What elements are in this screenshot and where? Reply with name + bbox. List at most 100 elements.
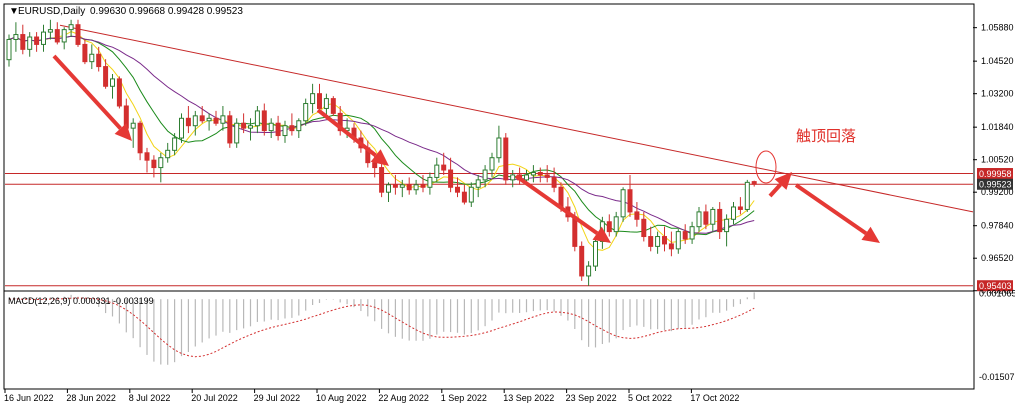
candle-body bbox=[572, 216, 578, 247]
macd-histogram bbox=[15, 292, 755, 365]
time-tick-label: 10 Aug 2022 bbox=[316, 393, 367, 403]
candle-body bbox=[241, 122, 247, 129]
mid-ma bbox=[8, 35, 755, 236]
candle-body bbox=[558, 186, 564, 208]
arrow-drop-1-shaft bbox=[52, 54, 122, 130]
touch-circle bbox=[755, 150, 777, 184]
macd-signal-line bbox=[8, 297, 755, 358]
trendline-main bbox=[59, 24, 974, 213]
arrow-drop-2-head bbox=[370, 149, 389, 166]
candle-body bbox=[689, 226, 695, 240]
candle-body bbox=[420, 184, 426, 188]
candle-body bbox=[489, 157, 495, 171]
price-tick-label: 1.01840 bbox=[981, 122, 1014, 132]
candle-body bbox=[227, 115, 233, 144]
annotation-text: 触顶回落 bbox=[796, 127, 856, 145]
chart-ohlc: 0.99630 0.99668 0.99428 0.99523 bbox=[90, 6, 243, 17]
candle-body bbox=[199, 115, 205, 122]
time-axis[interactable]: 16 Jun 2022 28 Jun 2022 8 Jul 2022 20 Jul 2… bbox=[4, 389, 739, 403]
candle-body bbox=[310, 93, 316, 105]
price-tick-label: 0.99200 bbox=[981, 187, 1014, 197]
candle-body bbox=[496, 137, 502, 159]
candle-body bbox=[468, 186, 474, 203]
candle-body bbox=[254, 110, 260, 127]
candle-body bbox=[103, 66, 109, 87]
candle-body bbox=[296, 120, 302, 132]
candle-body bbox=[413, 184, 419, 191]
macd-label: MACD(12,26,9) 0.000331 -0.003199 bbox=[8, 296, 154, 306]
candle-body bbox=[185, 117, 191, 127]
candle-body bbox=[668, 243, 674, 250]
time-tick-label: 22 Aug 2022 bbox=[378, 393, 429, 403]
price-tick-label: 1.05880 bbox=[981, 23, 1014, 33]
arrow-rise-head bbox=[774, 172, 792, 190]
candle-body bbox=[75, 24, 81, 45]
candle-body bbox=[524, 174, 529, 181]
candle-body bbox=[96, 53, 102, 68]
candle-body bbox=[89, 53, 95, 63]
candle-body bbox=[613, 216, 619, 233]
candle-body bbox=[461, 191, 467, 203]
candle-body bbox=[655, 236, 661, 247]
candle-body bbox=[158, 157, 164, 169]
candle-body bbox=[593, 240, 598, 267]
candle-body bbox=[82, 43, 88, 63]
candle-body bbox=[434, 164, 440, 178]
candle-body bbox=[399, 184, 405, 188]
candle-body bbox=[317, 93, 322, 109]
macd-axis: 0.001065 -0.01507 bbox=[979, 289, 1015, 382]
candle-body bbox=[330, 98, 336, 114]
candle-body bbox=[13, 34, 19, 40]
candle-body bbox=[282, 125, 288, 137]
candle-body bbox=[530, 171, 536, 176]
price-tag-label: 0.95403 bbox=[979, 281, 1012, 291]
candle-body bbox=[482, 169, 488, 181]
candle-body bbox=[192, 115, 198, 127]
price-tick-label: 0.97840 bbox=[981, 221, 1014, 231]
candle-body bbox=[68, 24, 74, 31]
candle-body bbox=[151, 159, 157, 169]
time-tick-label: 17 Oct 2022 bbox=[690, 393, 739, 403]
candle-body bbox=[386, 184, 391, 193]
horizontal-levels[interactable] bbox=[5, 173, 973, 287]
candle-body bbox=[372, 162, 378, 169]
time-tick-label: 8 Jul 2022 bbox=[129, 393, 171, 403]
chart-symbol: EURUSD,Daily bbox=[18, 6, 85, 17]
time-tick-label: 5 Oct 2022 bbox=[628, 393, 672, 403]
candle-body bbox=[289, 125, 295, 132]
price-axis[interactable]: 1.05880 1.04520 1.03200 1.01840 1.00520 0.992… bbox=[973, 23, 1014, 296]
candle-body bbox=[503, 137, 509, 181]
annotation-arrows bbox=[52, 54, 880, 243]
arrow-rise-shaft bbox=[768, 183, 782, 198]
candle-body bbox=[710, 208, 716, 225]
candle-body bbox=[34, 36, 40, 45]
candle-body bbox=[144, 152, 150, 161]
candle-body bbox=[641, 218, 647, 238]
price-tick-label: 1.04520 bbox=[981, 56, 1014, 66]
candle-body bbox=[130, 122, 136, 129]
price-tag-bg bbox=[977, 168, 1013, 180]
candle-body bbox=[54, 29, 60, 43]
candle-body bbox=[724, 218, 730, 233]
candle-body bbox=[620, 189, 626, 218]
time-tick-label: 29 Jul 2022 bbox=[254, 393, 301, 403]
candle-body bbox=[379, 167, 385, 193]
price-tag-bg bbox=[977, 178, 1013, 190]
candle-body bbox=[717, 208, 723, 233]
candle-body bbox=[427, 176, 433, 188]
time-tick-label: 20 Jul 2022 bbox=[191, 393, 238, 403]
macd-tick-label: 0.001065 bbox=[979, 289, 1015, 299]
arrow-drop-2-shaft bbox=[316, 108, 377, 158]
candles bbox=[6, 19, 757, 286]
candle-body bbox=[537, 171, 543, 176]
candle-body bbox=[165, 149, 171, 159]
candle-body bbox=[110, 78, 115, 87]
macd-tick-label: -0.01507 bbox=[979, 372, 1015, 382]
candle-body bbox=[172, 137, 178, 151]
candle-body bbox=[551, 176, 557, 188]
price-tick-label: 0.96520 bbox=[981, 253, 1014, 263]
candle-body bbox=[41, 31, 46, 45]
trendline[interactable] bbox=[59, 24, 974, 213]
